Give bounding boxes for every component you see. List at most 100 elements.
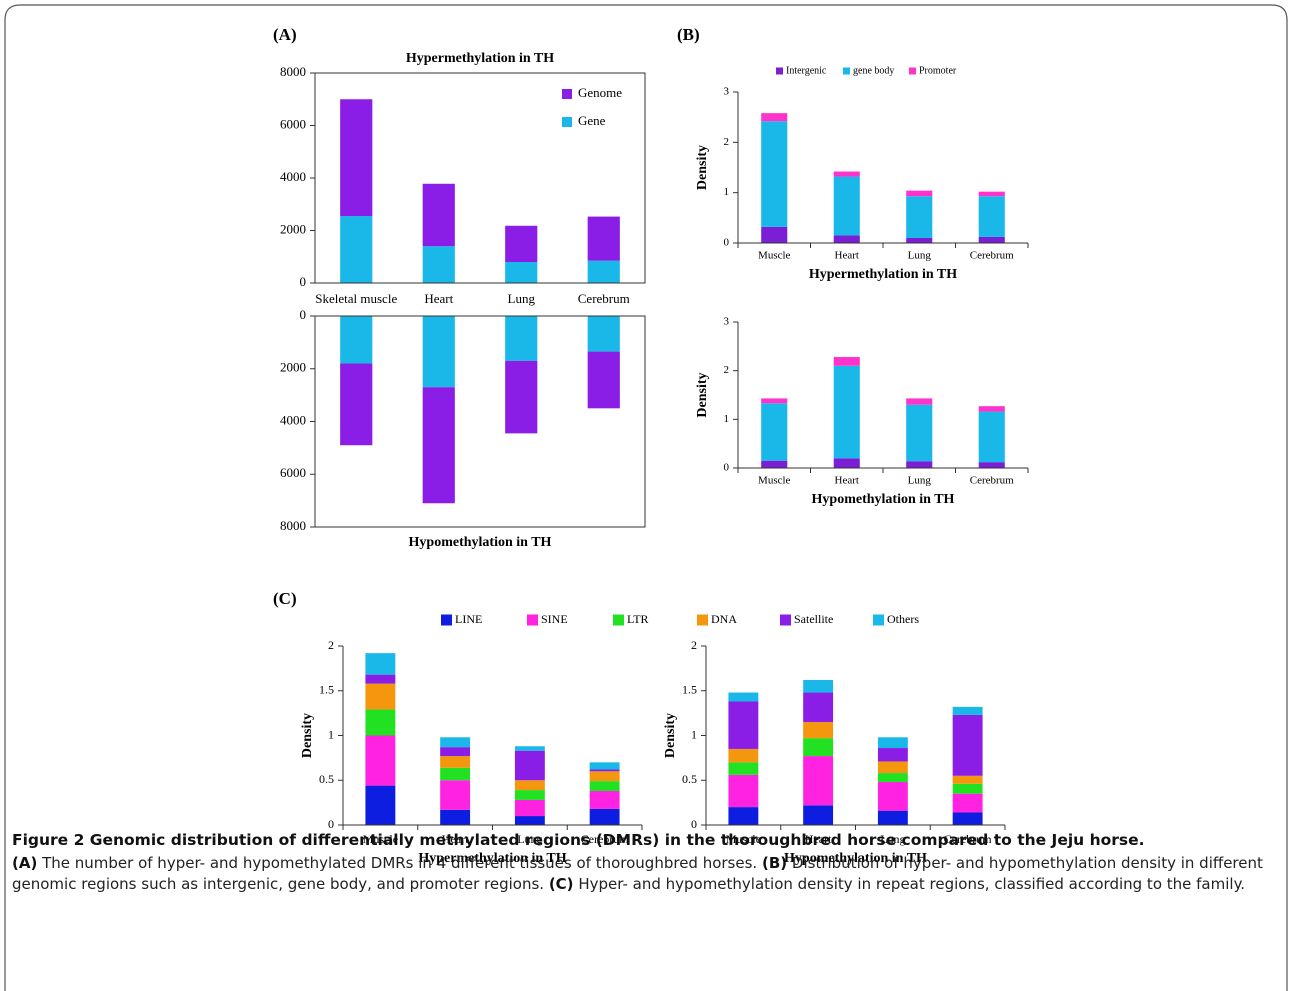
caption-label: (C) bbox=[548, 875, 574, 894]
bar-segment bbox=[340, 216, 373, 283]
legend-swatch bbox=[613, 614, 624, 626]
bar-segment bbox=[761, 460, 788, 468]
y-tick-label: 2 bbox=[724, 136, 730, 148]
legend-label: gene body bbox=[853, 65, 894, 76]
bar-segment bbox=[422, 316, 455, 388]
y-tick-label: 8000 bbox=[280, 518, 306, 533]
bar-segment bbox=[505, 262, 538, 283]
bar-segment bbox=[952, 793, 983, 813]
legend-label: Others bbox=[887, 612, 919, 626]
bar-segment bbox=[589, 790, 620, 809]
bar-segment bbox=[440, 747, 471, 757]
bar-segment bbox=[589, 771, 620, 782]
x-tick-label: Skeletal muscle bbox=[315, 291, 397, 306]
bar-segment bbox=[728, 701, 759, 749]
y-axis-label: Density bbox=[663, 713, 678, 758]
bar-segment bbox=[589, 808, 620, 825]
legend-swatch bbox=[527, 614, 538, 626]
bar-segment bbox=[833, 176, 860, 236]
bar-segment bbox=[803, 738, 834, 757]
x-tick-label: Cerebrum bbox=[944, 832, 993, 846]
bar-segment bbox=[952, 812, 983, 825]
bar-segment bbox=[514, 746, 545, 751]
bar-segment bbox=[728, 692, 759, 702]
bar-segment bbox=[589, 762, 620, 770]
bar-segment bbox=[877, 748, 908, 762]
bar-segment bbox=[728, 774, 759, 808]
bar-segment bbox=[365, 674, 396, 684]
bar-segment bbox=[440, 809, 471, 825]
legend-label: Genome bbox=[578, 85, 622, 100]
bar-segment bbox=[803, 805, 834, 825]
bar-segment bbox=[978, 462, 1005, 468]
x-tick-label: Cerebrum bbox=[578, 291, 630, 306]
x-tick-label: Muscle bbox=[726, 832, 761, 846]
legend-swatch bbox=[873, 614, 884, 626]
bar-segment bbox=[761, 398, 788, 404]
bar-segment bbox=[440, 780, 471, 810]
legend-label: SINE bbox=[541, 612, 568, 626]
legend-swatch bbox=[909, 67, 916, 75]
bar-segment bbox=[422, 183, 455, 247]
bar-segment bbox=[587, 216, 620, 261]
bar-segment bbox=[978, 406, 1005, 412]
y-tick-label: 2 bbox=[691, 638, 697, 652]
bar-segment bbox=[422, 387, 455, 504]
legend-swatch bbox=[843, 67, 850, 75]
bar-segment bbox=[422, 246, 455, 283]
x-tick-label: Lung bbox=[908, 250, 932, 262]
bar-segment bbox=[877, 810, 908, 825]
x-axis-label: Hypermethylation in TH bbox=[418, 851, 566, 866]
bar-segment bbox=[877, 782, 908, 811]
y-tick-label: 0 bbox=[724, 462, 730, 474]
bar-segment bbox=[952, 706, 983, 715]
bar-segment bbox=[365, 785, 396, 825]
bar-segment bbox=[728, 748, 759, 763]
bar-segment bbox=[952, 775, 983, 784]
bar-segment bbox=[978, 236, 1005, 243]
bar-segment bbox=[833, 235, 860, 243]
bar-segment bbox=[761, 121, 788, 227]
x-tick-label: Lung bbox=[880, 832, 905, 846]
y-tick-label: 4000 bbox=[280, 412, 306, 427]
legend-label: Promoter bbox=[919, 65, 957, 76]
bar-segment bbox=[978, 191, 1005, 197]
x-axis-label: Hypomethylation in TH bbox=[812, 492, 955, 507]
caption-text: Hyper- and hypomethylation density in re… bbox=[578, 875, 1246, 894]
legend-swatch bbox=[562, 89, 572, 99]
plot-frame bbox=[314, 72, 646, 284]
legend-label: Satellite bbox=[794, 612, 833, 626]
y-tick-label: 0 bbox=[300, 307, 307, 322]
caption-text: The number of hyper- and hypomethylated … bbox=[42, 853, 758, 872]
bar-segment bbox=[877, 773, 908, 783]
y-axis-label: Density bbox=[695, 145, 710, 190]
chart-title: Hypermethylation in TH bbox=[406, 51, 554, 66]
bar-segment bbox=[440, 737, 471, 748]
y-tick-label: 6000 bbox=[280, 116, 306, 131]
x-tick-label: Heart bbox=[835, 250, 859, 262]
legend-swatch bbox=[697, 614, 708, 626]
bar-segment bbox=[365, 709, 396, 736]
bar-segment bbox=[340, 99, 373, 217]
x-tick-label: Muscle bbox=[363, 832, 398, 846]
y-tick-label: 1.5 bbox=[682, 683, 697, 697]
bar-segment bbox=[952, 714, 983, 776]
bar-segment bbox=[365, 653, 396, 675]
bar-segment bbox=[906, 190, 933, 197]
bar-segment bbox=[978, 411, 1005, 463]
caption-title: Figure 2 Genomic distribution of differe… bbox=[12, 831, 1145, 849]
bar-segment bbox=[803, 722, 834, 739]
y-tick-label: 2 bbox=[724, 364, 730, 376]
y-tick-label: 0 bbox=[300, 274, 307, 289]
y-tick-label: 2000 bbox=[280, 221, 306, 236]
x-tick-label: Heart bbox=[424, 291, 453, 306]
bar-segment bbox=[803, 692, 834, 723]
y-tick-label: 1 bbox=[724, 186, 730, 198]
y-tick-label: 8000 bbox=[280, 64, 306, 79]
y-tick-label: 1 bbox=[328, 727, 334, 741]
legend-label: LTR bbox=[627, 612, 649, 626]
bar-segment bbox=[440, 756, 471, 768]
x-tick-label: Heart bbox=[442, 832, 469, 846]
y-tick-label: 0.5 bbox=[682, 772, 697, 786]
bar-segment bbox=[587, 351, 620, 409]
